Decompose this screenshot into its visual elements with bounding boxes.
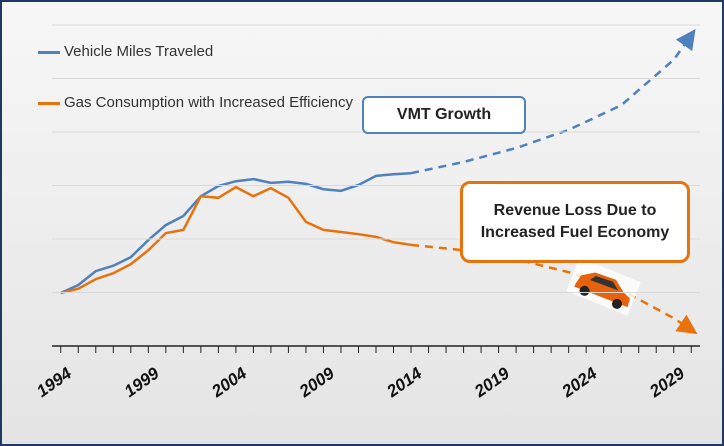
annotation: VMT Growth <box>362 96 526 134</box>
annotation: Revenue Loss Due to Increased Fuel Econo… <box>460 181 690 263</box>
legend-label: Vehicle Miles Traveled <box>64 43 213 60</box>
legend-entry: Gas Consumption with Increased Efficienc… <box>38 94 364 112</box>
slide: 19941999200420092014201920242029 Vehicle… <box>0 0 724 446</box>
legend-label: Gas Consumption with Increased Efficienc… <box>64 94 353 111</box>
legend-swatch <box>38 51 60 54</box>
legend-swatch <box>38 102 60 105</box>
legend-entry: Vehicle Miles Traveled <box>38 43 364 61</box>
